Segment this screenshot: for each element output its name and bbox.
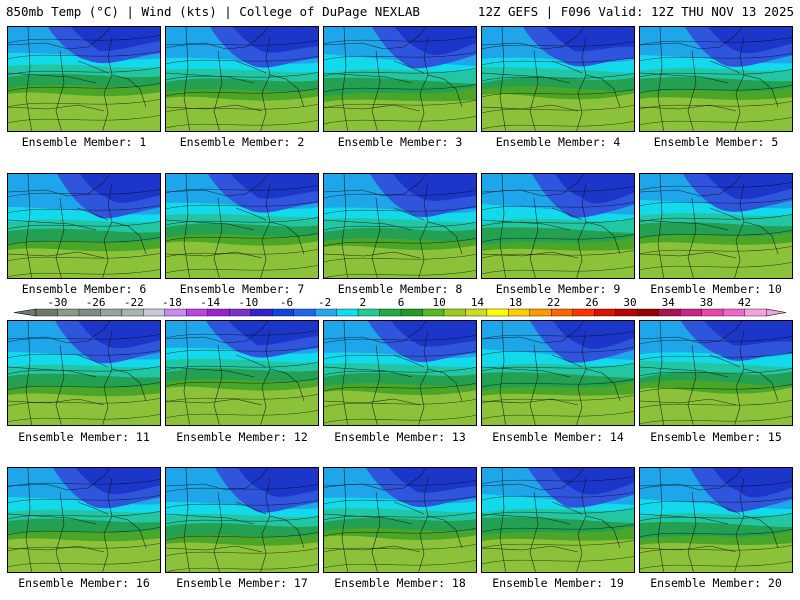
colorbar-tick-label: 22 <box>547 296 560 309</box>
colorbar-swatch <box>658 308 681 317</box>
ensemble-member-label: Ensemble Member: 13 <box>334 430 466 444</box>
ensemble-member-label: Ensemble Member: 6 <box>21 282 147 296</box>
ensemble-member-map <box>323 173 477 279</box>
map-title: 850mb Temp (°C) | Wind (kts) | College o… <box>6 4 420 19</box>
colorbar-swatch <box>744 308 767 317</box>
ensemble-member-map <box>481 173 635 279</box>
ensemble-member-map <box>165 173 319 279</box>
colorbar-swatch <box>508 308 531 317</box>
ensemble-member-label: Ensemble Member: 19 <box>492 576 624 590</box>
ensemble-member-label: Ensemble Member: 4 <box>495 135 621 149</box>
ensemble-member-map <box>7 26 161 132</box>
ensemble-member-label: Ensemble Member: 3 <box>337 135 463 149</box>
ensemble-member-label: Ensemble Member: 12 <box>176 430 308 444</box>
colorbar-swatch <box>379 308 402 317</box>
colorbar-swatch <box>551 308 574 317</box>
colorbar-swatch <box>594 308 617 317</box>
colorbar-tick-label: -10 <box>238 296 258 309</box>
colorbar-swatch <box>422 308 445 317</box>
colorbar-swatch <box>35 308 58 317</box>
ensemble-member-label: Ensemble Member: 18 <box>334 576 466 590</box>
ensemble-member-label: Ensemble Member: 20 <box>650 576 782 590</box>
ensemble-member-map <box>165 467 319 573</box>
colorbar-tick-label: 14 <box>471 296 485 309</box>
colorbar-swatch <box>572 308 595 317</box>
colorbar-tick-label: -18 <box>162 296 182 309</box>
ensemble-member-label: Ensemble Member: 2 <box>179 135 305 149</box>
ensemble-member-label: Ensemble Member: 8 <box>337 282 463 296</box>
colorbar-swatch <box>679 308 702 317</box>
colorbar-swatch <box>293 308 316 317</box>
ensemble-member-map <box>7 173 161 279</box>
ensemble-member-map <box>481 467 635 573</box>
colorbar-swatch <box>164 308 187 317</box>
colorbar-swatch <box>229 308 252 317</box>
colorbar-swatch <box>186 308 209 317</box>
ensemble-member-map <box>165 26 319 132</box>
temperature-colorbar: -30 -26 -22 -18 -14 -10 -6 -2 2 6 10 14 18 22 26 30 34 38… <box>13 296 787 317</box>
colorbar-tick-label: -26 <box>86 296 106 309</box>
colorbar-swatch <box>57 308 80 317</box>
ensemble-member-map <box>323 26 477 132</box>
ensemble-member-map <box>7 320 161 426</box>
ensemble-member-map <box>639 320 793 426</box>
colorbar-swatch <box>486 308 509 317</box>
colorbar-swatch <box>615 308 638 317</box>
ensemble-member-label: Ensemble Member: 17 <box>176 576 308 590</box>
colorbar-swatch <box>357 308 380 317</box>
ensemble-member-label: Ensemble Member: 7 <box>179 282 305 296</box>
colorbar-tick-label: 10 <box>433 296 446 309</box>
colorbar-swatch <box>336 308 359 317</box>
ensemble-member-label: Ensemble Member: 5 <box>653 135 779 149</box>
colorbar-tick-label: 30 <box>623 296 636 309</box>
ensemble-member-map <box>481 320 635 426</box>
colorbar-swatch <box>529 308 552 317</box>
colorbar-tick-label: -22 <box>124 296 144 309</box>
ensemble-member-map <box>639 26 793 132</box>
colorbar-tick-label: -2 <box>318 296 331 309</box>
ensemble-member-label: Ensemble Member: 16 <box>18 576 150 590</box>
colorbar-swatch <box>78 308 101 317</box>
colorbar-swatch <box>400 308 423 317</box>
ensemble-member-map <box>323 467 477 573</box>
ensemble-member-map <box>165 320 319 426</box>
ensemble-member-label: Ensemble Member: 14 <box>492 430 624 444</box>
colorbar-tick-label: 2 <box>360 296 367 309</box>
colorbar-tick-label: 42 <box>738 296 751 309</box>
colorbar-tick-label: 6 <box>398 296 405 309</box>
colorbar-swatch <box>250 308 273 317</box>
colorbar-tick-label: -6 <box>280 296 293 309</box>
colorbar-tick-label: 18 <box>509 296 522 309</box>
colorbar-swatch <box>121 308 144 317</box>
colorbar-tick-label: -30 <box>48 296 68 309</box>
colorbar-swatch <box>465 308 488 317</box>
colorbar-tick-label: 26 <box>585 296 598 309</box>
colorbar-swatch <box>722 308 745 317</box>
colorbar-swatch <box>443 308 466 317</box>
ensemble-member-map <box>323 320 477 426</box>
colorbar-swatch <box>701 308 724 317</box>
ensemble-member-map <box>481 26 635 132</box>
ensemble-member-map <box>639 467 793 573</box>
ensemble-member-label: Ensemble Member: 1 <box>21 135 147 149</box>
colorbar-swatch <box>314 308 337 317</box>
colorbar-swatch <box>207 308 230 317</box>
colorbar-tick-label: 38 <box>700 296 713 309</box>
colorbar-swatch <box>271 308 295 317</box>
colorbar-swatch <box>100 308 123 317</box>
colorbar-swatch <box>143 308 166 317</box>
ensemble-member-label: Ensemble Member: 10 <box>650 282 782 296</box>
run-valid-time: 12Z GEFS | F096 Valid: 12Z THU NOV 13 20… <box>477 4 794 19</box>
ensemble-member-label: Ensemble Member: 9 <box>495 282 621 296</box>
colorbar-tick-label: 34 <box>662 296 676 309</box>
ensemble-member-map <box>7 467 161 573</box>
colorbar-swatch <box>636 308 660 317</box>
ensemble-member-label: Ensemble Member: 11 <box>18 430 150 444</box>
ensemble-member-label: Ensemble Member: 15 <box>650 430 782 444</box>
colorbar-tick-label: -14 <box>200 296 220 309</box>
ensemble-member-map <box>639 173 793 279</box>
